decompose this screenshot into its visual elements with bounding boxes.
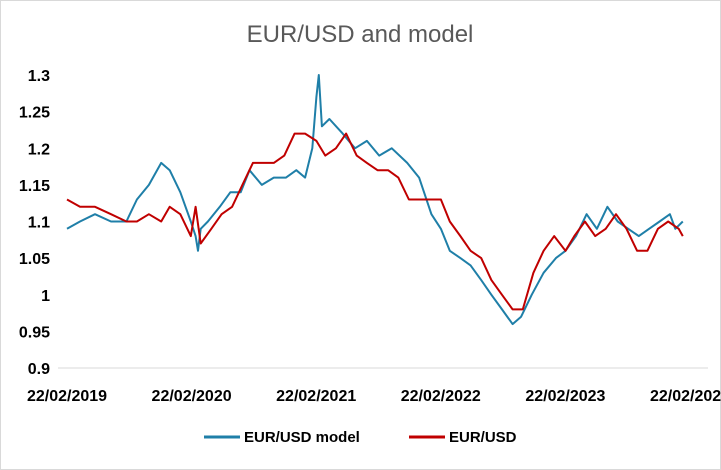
series-line-model [66,74,684,326]
x-tick-label: 22/02/2022 [401,388,481,405]
x-tick-label: 22/02/2020 [152,388,232,405]
y-tick-label: 1.25 [19,105,50,122]
y-tick-label: 1.3 [28,68,50,85]
x-tick-label: 22/02/2024 [650,388,721,405]
y-tick-label: 1.1 [28,215,50,232]
y-tick-label: 1 [41,288,50,305]
legend-label-eurusd: EUR/USD [449,429,517,446]
y-tick-label: 1.05 [19,251,50,268]
legend: EUR/USD model EUR/USD [204,429,517,446]
y-tick-label: 0.95 [19,324,50,341]
series-line-eurusd [66,132,684,311]
legend-label-model: EUR/USD model [244,429,360,446]
y-tick-label: 1.15 [19,178,50,195]
y-tick-labels: 0.9 0.95 1 1.05 1.1 1.15 1.2 1.25 1.3 [19,68,50,378]
x-tick-label: 22/02/2021 [276,388,356,405]
x-tick-labels: 22/02/2019 22/02/2020 22/02/2021 22/02/2022… [27,388,721,405]
x-tick-label: 22/02/2023 [525,388,605,405]
series-lines [66,74,684,326]
chart-title: EUR/USD and model [247,21,474,48]
x-tick-label: 22/02/2019 [27,388,107,405]
y-tick-label: 0.9 [28,361,50,378]
y-tick-label: 1.2 [28,141,50,158]
